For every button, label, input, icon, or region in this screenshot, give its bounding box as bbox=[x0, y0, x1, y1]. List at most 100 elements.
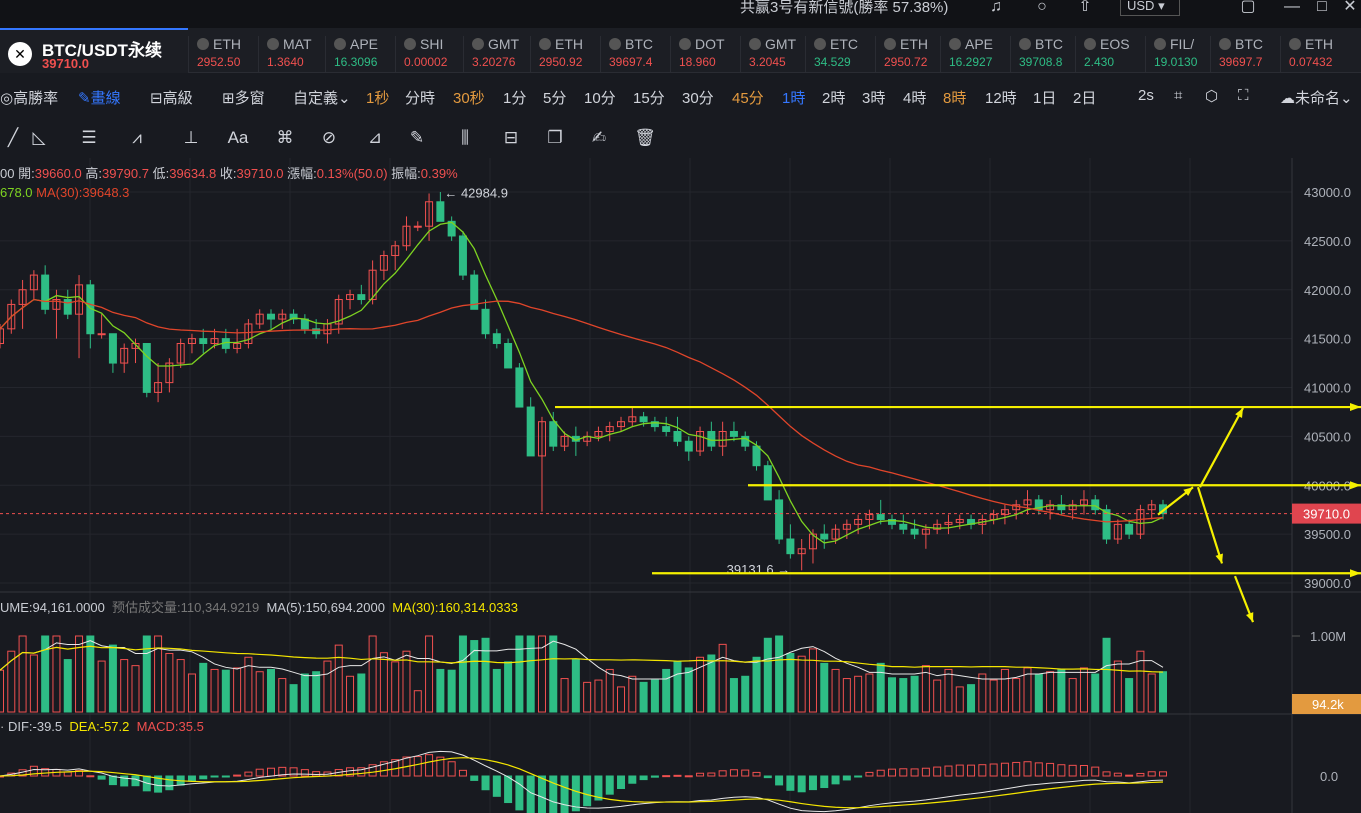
interval-14[interactable]: 12時 bbox=[985, 90, 1017, 107]
ray-tool-icon[interactable]: ◺ bbox=[32, 128, 46, 147]
volume-bar bbox=[120, 659, 129, 713]
window-icon[interactable]: □ bbox=[1317, 0, 1327, 15]
ohlc-legend: 00 開:39660.0 高:39790.7 低:39634.8 收:39710… bbox=[0, 163, 458, 182]
volume-bar bbox=[978, 673, 987, 713]
ticker-symbol-label: MAT bbox=[283, 36, 312, 52]
ticker-item[interactable]: ETH 0.07432 bbox=[1280, 36, 1350, 72]
edit-tool-icon[interactable]: ✍ bbox=[591, 128, 607, 147]
line-tool-icon[interactable]: ╱ bbox=[7, 128, 19, 147]
volume-bar bbox=[1034, 673, 1043, 713]
line-arrowhead bbox=[1350, 403, 1361, 412]
candle-body bbox=[255, 313, 264, 325]
lock-tool-icon[interactable]: ⊟ bbox=[503, 128, 519, 147]
crop-icon[interactable]: ⌗ bbox=[1174, 87, 1183, 104]
interval-16[interactable]: 2日 bbox=[1073, 90, 1097, 107]
ma30-line bbox=[0, 298, 1164, 523]
volume-bar bbox=[1159, 671, 1167, 713]
ticker-item[interactable]: EOS 2.430 bbox=[1075, 36, 1145, 72]
macd-bar bbox=[357, 767, 366, 777]
volume-bar bbox=[1068, 678, 1077, 713]
trend-arrowhead bbox=[1215, 553, 1223, 564]
multi-window-button[interactable]: ⊞多窗 bbox=[222, 90, 265, 107]
high-win-rate-button[interactable]: ◎高勝率 bbox=[0, 90, 59, 107]
low-value: 39634.8 bbox=[169, 166, 217, 181]
interval-7[interactable]: 30分 bbox=[682, 90, 714, 107]
low-marker-label: 39131.6 → bbox=[727, 562, 791, 577]
ticker-item[interactable]: ETH 2950.92 bbox=[530, 36, 600, 72]
export-icon[interactable]: ▢ bbox=[1240, 0, 1256, 15]
volume-bar bbox=[989, 679, 998, 713]
refresh-rate-select[interactable]: 2s bbox=[1138, 87, 1154, 104]
text-tool-icon[interactable]: Aa bbox=[227, 128, 249, 147]
interval-10[interactable]: 2時 bbox=[822, 90, 846, 107]
upload-icon[interactable]: ⇧ bbox=[1078, 0, 1092, 15]
bell-icon[interactable]: ♫ bbox=[990, 0, 1002, 15]
macd-bar bbox=[154, 775, 163, 793]
ticker-item[interactable]: BTC 39708.8 bbox=[1010, 36, 1080, 72]
interval-15[interactable]: 1日 bbox=[1033, 90, 1057, 107]
search-icon[interactable]: ○ bbox=[1037, 0, 1047, 15]
ticker-item[interactable]: SHI 0.00002 bbox=[395, 36, 465, 72]
ticker-item[interactable]: APE 16.2927 bbox=[940, 36, 1010, 72]
advanced-button[interactable]: ⊟高級 bbox=[150, 90, 193, 107]
chart-canvas[interactable]: 43000.0 42500.0 42000.0 41500.0 41000.0 40500… bbox=[0, 158, 1361, 813]
ticker-symbol: BTC bbox=[1219, 36, 1263, 52]
interval-6[interactable]: 15分 bbox=[633, 90, 665, 107]
ticker-item[interactable]: ETC 34.529 bbox=[805, 36, 875, 72]
volume-bar bbox=[458, 635, 467, 713]
candle-body bbox=[210, 338, 219, 345]
ruler-tool-icon[interactable]: ⊿ bbox=[367, 128, 383, 147]
macd-bar bbox=[1012, 761, 1021, 777]
magnet-tool-icon[interactable]: ⊘ bbox=[321, 128, 337, 147]
interval-13[interactable]: 8時 bbox=[943, 90, 967, 107]
minimize-icon[interactable]: — bbox=[1284, 0, 1300, 15]
template-select[interactable]: ☁未命名⌄ bbox=[1280, 90, 1353, 107]
ticker-item[interactable]: ETH 2950.72 bbox=[875, 36, 945, 72]
ticker-item[interactable]: APE 16.3096 bbox=[325, 36, 395, 72]
interval-2[interactable]: 30秒 bbox=[453, 90, 485, 107]
fib-tool-icon[interactable]: ⊥ bbox=[183, 128, 199, 147]
ticker-symbol: ETH bbox=[197, 36, 241, 52]
interval-3[interactable]: 1分 bbox=[503, 90, 527, 107]
pen-tool-icon[interactable]: ✎ bbox=[409, 128, 425, 147]
interval-12[interactable]: 4時 bbox=[903, 90, 927, 107]
ticker-item[interactable]: BTC 39697.4 bbox=[600, 36, 670, 72]
settings-icon[interactable]: ⬡ bbox=[1205, 88, 1219, 105]
macd-bar bbox=[820, 775, 829, 789]
candle-body bbox=[18, 289, 27, 305]
symbol-header[interactable]: ✕ BTC/USDT永续 39710.0 bbox=[0, 28, 188, 73]
ticker-item[interactable]: FIL/19.0130 bbox=[1145, 36, 1215, 72]
draw-button[interactable]: ✎畫線 bbox=[78, 90, 121, 107]
volume-bar bbox=[854, 675, 863, 713]
ticker-item[interactable]: BTC 39697.7 bbox=[1210, 36, 1280, 72]
fullscreen-icon[interactable]: ⛶ bbox=[1238, 87, 1249, 104]
ticker-item[interactable]: GMT 3.20276 bbox=[463, 36, 533, 72]
macd-bar bbox=[808, 775, 817, 791]
compare-tool-icon[interactable]: ⫼ bbox=[461, 128, 469, 147]
wave-tool-icon[interactable]: ⩘ bbox=[132, 128, 142, 147]
interval-5[interactable]: 10分 bbox=[584, 90, 616, 107]
ticker-item[interactable]: DOT 18.960 bbox=[670, 36, 740, 72]
interval-11[interactable]: 3時 bbox=[862, 90, 886, 107]
high-marker-label: ← 42984.9 bbox=[444, 185, 508, 200]
delete-tool-icon[interactable]: 🗑 bbox=[634, 128, 656, 147]
brush-tool-icon[interactable]: ⌘ bbox=[276, 128, 294, 147]
candle-body bbox=[458, 235, 467, 276]
ticker-item[interactable]: MAT 1.3640 bbox=[258, 36, 328, 72]
currency-label: USD bbox=[1127, 0, 1155, 13]
interval-0[interactable]: 1秒 bbox=[366, 90, 390, 107]
custom-select[interactable]: 自定義⌄ bbox=[293, 90, 351, 107]
currency-select[interactable]: USD ▾ bbox=[1120, 0, 1180, 16]
close-icon[interactable]: ✕ bbox=[1343, 0, 1357, 15]
ticker-item[interactable]: ETH 2952.50 bbox=[188, 36, 258, 72]
signal-promo[interactable]: 共赢3号有新信號(勝率 57.38%) bbox=[740, 0, 949, 16]
ticker-item[interactable]: GMT 3.2045 bbox=[740, 36, 810, 72]
copy-tool-icon[interactable]: ❐ bbox=[547, 128, 563, 147]
interval-4[interactable]: 5分 bbox=[543, 90, 567, 107]
interval-8[interactable]: 45分 bbox=[732, 90, 764, 107]
interval-1[interactable]: 分時 bbox=[405, 90, 436, 107]
dea-value: -57.2 bbox=[99, 719, 130, 734]
parallel-tool-icon[interactable]: ☰ bbox=[81, 128, 97, 147]
ticker-symbol: MAT bbox=[267, 36, 312, 52]
interval-9[interactable]: 1時 bbox=[782, 90, 806, 107]
